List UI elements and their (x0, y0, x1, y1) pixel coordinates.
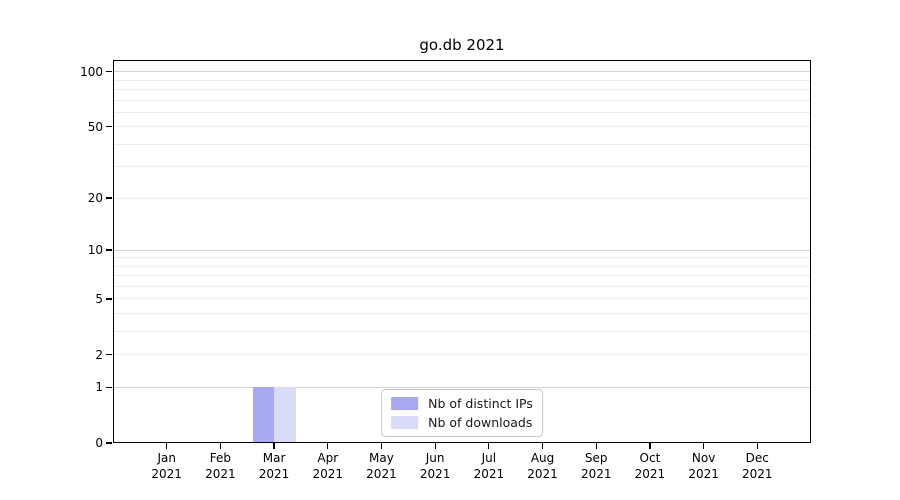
gridline-minor (113, 354, 811, 356)
legend-label-downloads: Nb of downloads (428, 415, 533, 430)
y-tick-mark (106, 386, 112, 388)
gridline-minor (113, 79, 811, 81)
y-tick-label: 50 (87, 119, 103, 134)
legend-swatch-distinct-ips (391, 397, 419, 410)
x-tick-mark (273, 443, 275, 449)
bar-downloads (274, 387, 296, 443)
legend-swatch-downloads (391, 416, 419, 429)
x-tick-label: Jan 2021 (151, 451, 182, 481)
x-tick-label: Feb 2021 (205, 451, 236, 481)
legend: Nb of distinct IPs Nb of downloads (381, 389, 543, 437)
chart-title: go.db 2021 (419, 36, 505, 54)
gridline-minor (113, 298, 811, 300)
y-tick-label: 10 (87, 243, 103, 258)
x-tick-mark (702, 443, 705, 449)
x-tick-label: Jun 2021 (419, 451, 451, 481)
y-tick-label: 100 (80, 64, 103, 79)
x-tick-label: Mar 2021 (258, 451, 290, 481)
x-tick-label: Aug 2021 (527, 451, 558, 481)
y-tick-label: 20 (87, 191, 103, 206)
legend-item-downloads: Nb of downloads (391, 415, 533, 430)
x-tick-mark (541, 443, 544, 449)
x-tick-label: Oct 2021 (634, 451, 666, 481)
gridline-major (113, 386, 811, 388)
y-tick-label: 5 (95, 291, 103, 306)
y-tick-mark (106, 197, 112, 199)
y-tick-mark (106, 298, 112, 300)
gridline-minor (113, 265, 811, 267)
y-tick-mark (106, 442, 112, 444)
plot-area: Nb of distinct IPs Nb of downloads (113, 60, 811, 443)
gridline-minor (113, 286, 811, 287)
x-tick-mark (756, 443, 758, 449)
x-tick-mark (434, 443, 436, 449)
gridline-minor (113, 331, 811, 333)
x-tick-label: Jul 2021 (473, 451, 505, 481)
x-tick-label: Apr 2021 (312, 451, 344, 481)
y-tick-mark (106, 353, 112, 356)
y-tick-label: 0 (95, 436, 103, 450)
gridline-major (113, 249, 811, 251)
y-tick-label: 1 (95, 380, 103, 395)
y-tick-mark (106, 126, 112, 128)
y-tick-mark (106, 249, 112, 251)
gridline-minor (113, 275, 811, 277)
x-tick-label: Sep 2021 (580, 451, 612, 481)
x-tick-mark (380, 443, 383, 449)
x-tick-mark (595, 443, 597, 449)
gridline-major (113, 71, 811, 73)
y-tick-mark (106, 71, 112, 73)
x-tick-mark (649, 443, 651, 449)
gridline-minor (113, 99, 811, 101)
gridline-minor (113, 111, 811, 113)
legend-label-distinct-ips: Nb of distinct IPs (428, 396, 533, 411)
x-tick-mark (488, 443, 490, 449)
x-tick-label: Nov 2021 (688, 451, 719, 481)
gridline-minor (113, 143, 811, 145)
legend-item-distinct-ips: Nb of distinct IPs (391, 396, 533, 411)
gridline-minor (113, 197, 811, 199)
x-tick-mark (327, 443, 329, 449)
x-tick-mark (166, 443, 168, 449)
gridline-minor (113, 166, 811, 168)
gridline-minor (113, 313, 811, 315)
bar-distinct-ips (252, 387, 275, 443)
gridline-minor (113, 89, 811, 91)
gridline-minor (113, 257, 811, 259)
x-tick-mark (219, 443, 222, 449)
x-tick-label: May 2021 (366, 451, 397, 481)
x-tick-label: Dec 2021 (742, 451, 773, 481)
y-tick-label: 2 (95, 347, 103, 362)
gridline-minor (113, 126, 811, 128)
